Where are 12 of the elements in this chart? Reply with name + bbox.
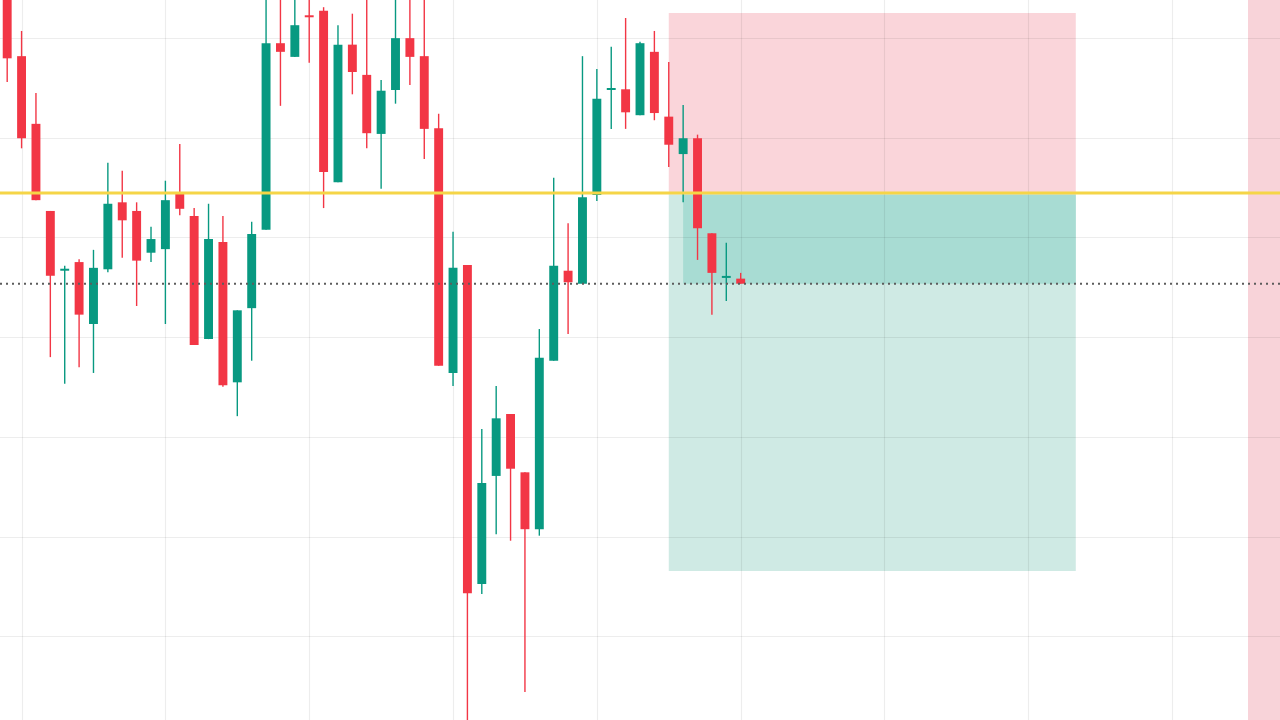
candlestick	[60, 264, 70, 385]
candlestick	[175, 143, 185, 216]
candlestick	[606, 46, 616, 130]
candlestick	[563, 222, 573, 335]
candlestick	[678, 104, 688, 204]
candlestick	[304, 0, 314, 64]
candlestick	[621, 17, 631, 130]
candlestick	[117, 169, 127, 259]
candlestick	[405, 0, 415, 86]
candlestick	[721, 241, 731, 302]
candlestick	[275, 0, 285, 107]
candlestick	[146, 226, 156, 263]
